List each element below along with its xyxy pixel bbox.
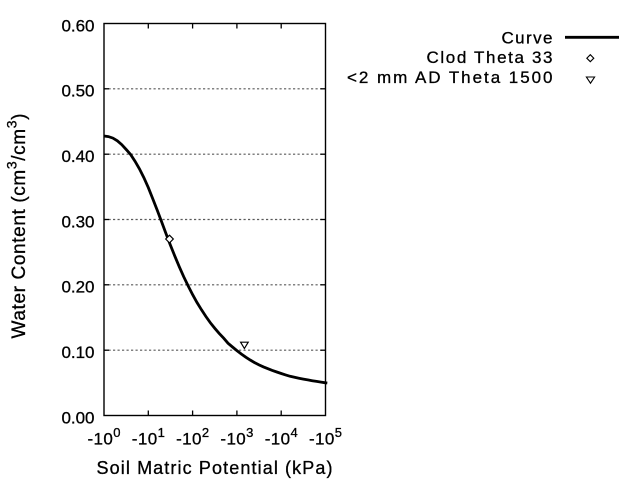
svg-text:<2 mm AD Theta 1500: <2 mm AD Theta 1500 [347, 68, 553, 87]
svg-text:-104: -104 [265, 425, 298, 448]
svg-text:Soil Matric Potential (kPa): Soil Matric Potential (kPa) [97, 458, 333, 478]
svg-text:0.40: 0.40 [62, 147, 95, 166]
svg-text:0.30: 0.30 [62, 212, 95, 231]
svg-text:-105: -105 [309, 425, 342, 448]
svg-text:-103: -103 [220, 425, 253, 448]
svg-text:-100: -100 [88, 425, 121, 448]
svg-text:-101: -101 [132, 425, 165, 448]
svg-text:0.20: 0.20 [62, 278, 95, 297]
svg-text:Curve: Curve [502, 29, 553, 48]
svg-text:Clod Theta 33: Clod Theta 33 [427, 48, 553, 67]
svg-text:0.60: 0.60 [62, 16, 95, 35]
svg-text:0.10: 0.10 [62, 343, 95, 362]
svg-text:0.00: 0.00 [62, 408, 95, 427]
svg-text:0.50: 0.50 [62, 82, 95, 101]
svg-text:-102: -102 [176, 425, 209, 448]
